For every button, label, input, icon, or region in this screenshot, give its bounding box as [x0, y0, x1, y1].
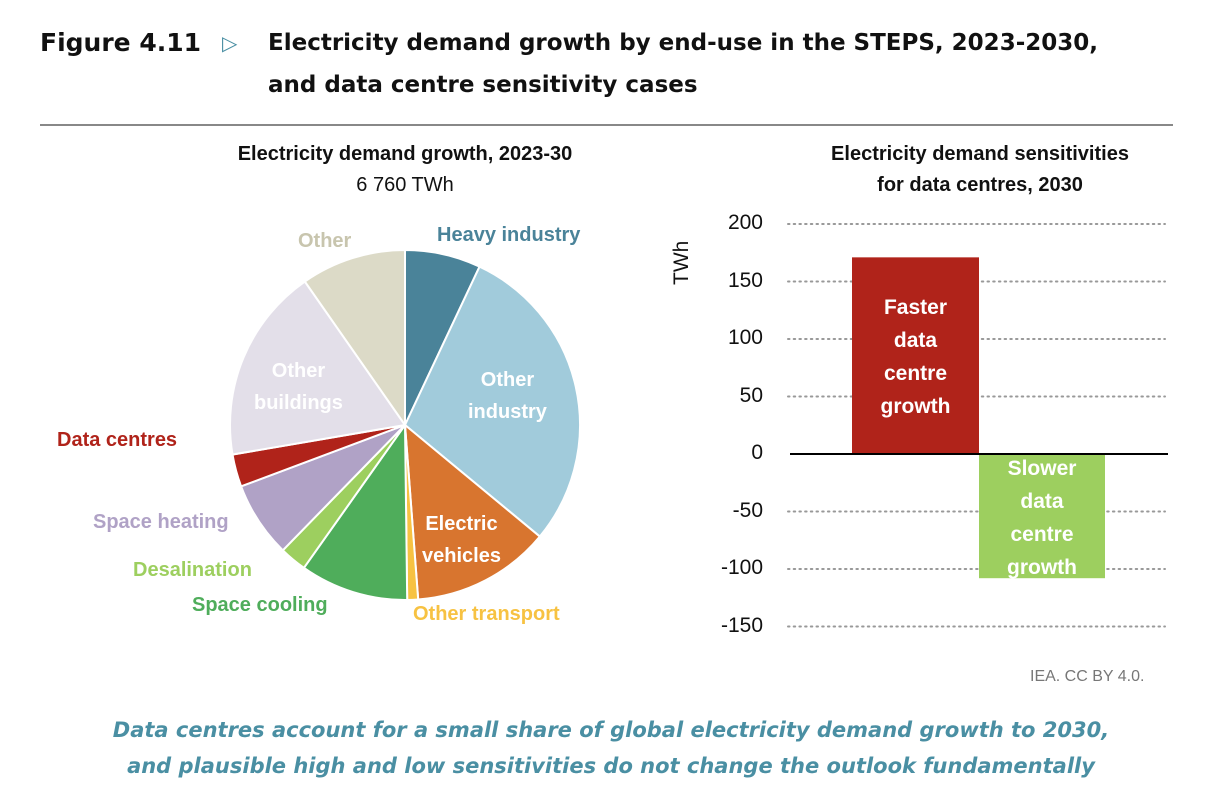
y-tick-label: 150 — [727, 268, 763, 292]
figure-title-line1: Electricity demand growth by end-use in … — [268, 30, 1098, 56]
bar-label-line: centre — [1010, 523, 1074, 546]
pie-label-other: Other — [298, 230, 352, 252]
bar-label-slower: Slower data centre growth — [979, 452, 1105, 584]
y-tick-label: 100 — [727, 326, 763, 349]
y-tick-label: -100 — [720, 556, 763, 579]
bar-label-line: centre — [883, 362, 948, 385]
pie-slice-other-industry — [403, 265, 581, 538]
pie-label-data-centres: Data centres — [57, 429, 178, 451]
pie-label-space-heating: Space heating — [93, 511, 229, 533]
bar-label-line: growth — [880, 395, 951, 418]
pie-label-other-buildings: Other buildings — [254, 360, 343, 414]
pie-label-heavy-industry: Heavy industry — [437, 224, 581, 246]
triangle-right-icon: ▷ — [222, 31, 238, 55]
bar-label-line: growth — [1007, 556, 1077, 579]
y-tick-label: 200 — [727, 211, 763, 234]
pie-label-other-transport: Other transport — [413, 603, 560, 625]
pie-label-other-industry: Other industry — [468, 369, 547, 423]
pie-slice-electric-vehicles — [403, 422, 542, 601]
bar-label-line: Slower — [1007, 457, 1077, 480]
pie-slice-other — [303, 248, 406, 429]
bar-slower — [979, 454, 1105, 579]
y-tick-label: 50 — [739, 383, 763, 407]
bar-label-line: Faster — [883, 296, 948, 319]
y-tick-label: 0 — [751, 441, 763, 464]
figure-title-line2: and data centre sensitivity cases — [268, 72, 698, 98]
pie-label-desalination: Desalination — [133, 559, 252, 581]
pie-label-electric-vehicles: Electric vehicles — [422, 513, 501, 567]
bar-label-line: data — [1020, 490, 1064, 513]
y-tick-label: -150 — [720, 613, 763, 637]
figure-number: Figure 4.11 — [40, 28, 202, 57]
pie-title: Electricity demand growth, 2023-30 — [237, 143, 573, 165]
bar-title-line2: for data centres, 2030 — [877, 174, 1083, 196]
caption-line2: and plausible high and low sensitivities… — [127, 754, 1095, 778]
y-tick-label: -50 — [732, 498, 763, 522]
pie-slice-space-cooling — [302, 421, 409, 601]
bar-label-line: data — [893, 329, 938, 352]
pie-label-space-cooling: Space cooling — [192, 594, 328, 616]
pie-slice-other-buildings — [229, 280, 407, 456]
pie-subtitle: 6 760 TWh — [356, 174, 454, 196]
bar-label-faster: Faster data centre growth — [852, 291, 979, 423]
source-note: IEA. CC BY 4.0. — [1030, 668, 1145, 685]
bar-faster — [852, 257, 979, 454]
divider — [40, 124, 1173, 126]
bar-title-line1: Electricity demand sensitivities — [831, 143, 1129, 165]
caption-line1: Data centres account for a small share o… — [112, 718, 1110, 742]
